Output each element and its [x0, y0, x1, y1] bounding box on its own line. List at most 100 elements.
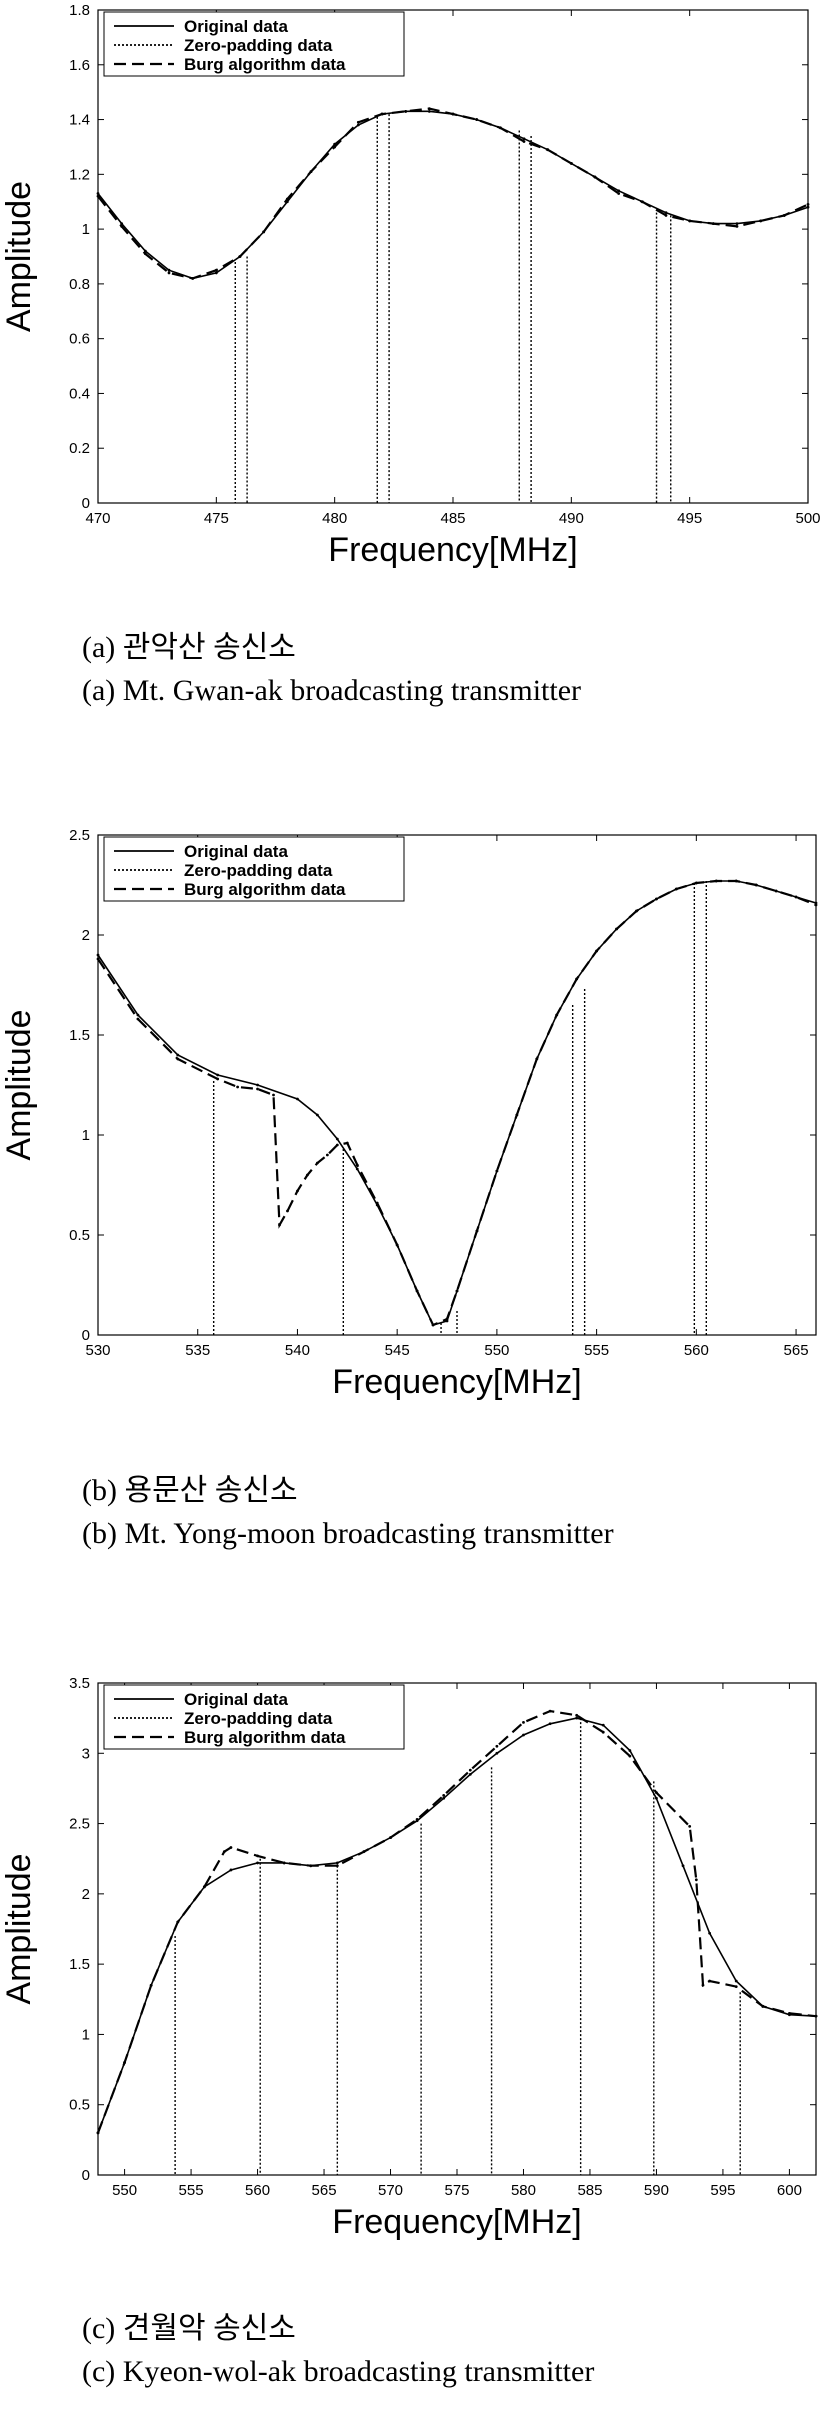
data-point	[315, 1113, 319, 1117]
data-point	[229, 1846, 233, 1849]
x-tick-label: 475	[204, 510, 229, 527]
x-tick-label: 545	[385, 1342, 410, 1359]
data-point	[734, 1985, 738, 1989]
plot-frame	[97, 834, 817, 1336]
data-point	[256, 1087, 259, 1091]
data-point	[335, 1861, 339, 1865]
data-point	[442, 1796, 446, 1800]
data-point	[535, 1057, 539, 1061]
original-data-line	[97, 1717, 817, 2134]
x-tick-label: 500	[795, 510, 820, 527]
data-point	[635, 909, 638, 913]
plot-frame	[97, 9, 809, 504]
data-point	[427, 109, 431, 113]
y-tick-label: 1	[82, 221, 90, 238]
data-point	[136, 1013, 140, 1017]
data-point	[555, 1013, 559, 1017]
data-point	[628, 1754, 632, 1758]
data-point	[143, 252, 147, 256]
x-tick-label: 600	[777, 2182, 802, 2199]
data-point	[694, 881, 698, 885]
data-point	[306, 1173, 309, 1177]
legend-label: Original data	[184, 17, 288, 36]
data-point	[475, 1229, 479, 1233]
y-tick-label: 1.8	[69, 2, 90, 19]
data-point	[655, 1796, 658, 1800]
data-point	[296, 1189, 299, 1193]
data-point	[595, 949, 599, 953]
y-tick-label: 1.2	[69, 166, 90, 183]
burg-data-line	[97, 879, 817, 1327]
data-point	[640, 200, 644, 204]
y-tick-label: 0.2	[69, 440, 90, 457]
data-point	[445, 1317, 449, 1321]
data-point	[355, 1163, 359, 1167]
y-tick-label: 0.4	[69, 385, 90, 402]
x-tick-label: 565	[784, 1342, 809, 1359]
data-point	[256, 1083, 259, 1087]
data-point	[495, 1169, 499, 1173]
data-point	[714, 879, 718, 883]
data-point	[362, 1850, 366, 1854]
data-point	[664, 211, 668, 215]
y-tick-label: 0	[82, 2167, 90, 2184]
data-point	[96, 2131, 100, 2135]
x-tick-label: 580	[511, 2182, 536, 2199]
data-point	[593, 175, 597, 179]
data-point	[262, 230, 266, 234]
data-point	[389, 1836, 392, 1840]
data-point	[575, 1716, 579, 1720]
data-point	[628, 1749, 632, 1752]
data-point	[96, 194, 100, 198]
data-point	[569, 161, 573, 165]
data-point	[498, 126, 502, 130]
x-tick-label: 585	[577, 2182, 602, 2199]
y-tick-label: 3	[82, 1745, 90, 1762]
legend-label: Zero-padding data	[184, 1709, 333, 1728]
data-point	[694, 1878, 698, 1882]
data-point	[688, 219, 692, 223]
data-point	[356, 120, 360, 124]
data-point	[522, 1720, 525, 1724]
data-point	[238, 255, 242, 258]
data-point	[415, 1289, 419, 1293]
data-point	[176, 1920, 180, 1924]
y-tick-label: 1.5	[69, 1027, 90, 1044]
y-axis-label: Amplitude	[0, 181, 38, 332]
y-tick-label: 0.5	[69, 2097, 90, 2114]
caption-c-korean: (c) 견월악 송신소	[82, 2312, 296, 2345]
data-point	[575, 977, 579, 981]
data-point	[681, 1864, 685, 1868]
data-point	[285, 197, 289, 201]
data-point	[216, 1073, 220, 1077]
data-point	[149, 1983, 153, 1987]
x-tick-label: 530	[85, 1342, 110, 1359]
legend-label: Zero-padding data	[184, 36, 333, 55]
data-point	[615, 927, 618, 931]
data-point	[356, 123, 360, 127]
data-point	[546, 148, 550, 152]
data-point	[325, 1153, 329, 1157]
y-tick-label: 0	[82, 495, 90, 512]
data-point	[315, 1161, 319, 1165]
data-point	[404, 109, 408, 113]
legend-label: Burg algorithm data	[184, 55, 346, 74]
y-tick-label: 2	[82, 927, 90, 944]
data-point	[468, 1772, 472, 1776]
data-point	[176, 1057, 180, 1061]
x-tick-label: 575	[444, 2182, 469, 2199]
data-point	[442, 1794, 446, 1797]
data-point	[278, 1223, 281, 1227]
data-point	[214, 271, 218, 275]
data-point	[96, 953, 100, 957]
data-point	[782, 214, 786, 217]
data-point	[335, 1864, 339, 1868]
data-point	[333, 145, 337, 149]
x-axis-label: Frequency[MHz]	[332, 2203, 581, 2241]
data-point	[708, 1979, 712, 1983]
data-point	[309, 1864, 313, 1868]
data-point	[735, 224, 739, 228]
data-point	[688, 1824, 692, 1828]
data-point	[335, 1143, 339, 1147]
y-tick-label: 1	[82, 1127, 90, 1144]
